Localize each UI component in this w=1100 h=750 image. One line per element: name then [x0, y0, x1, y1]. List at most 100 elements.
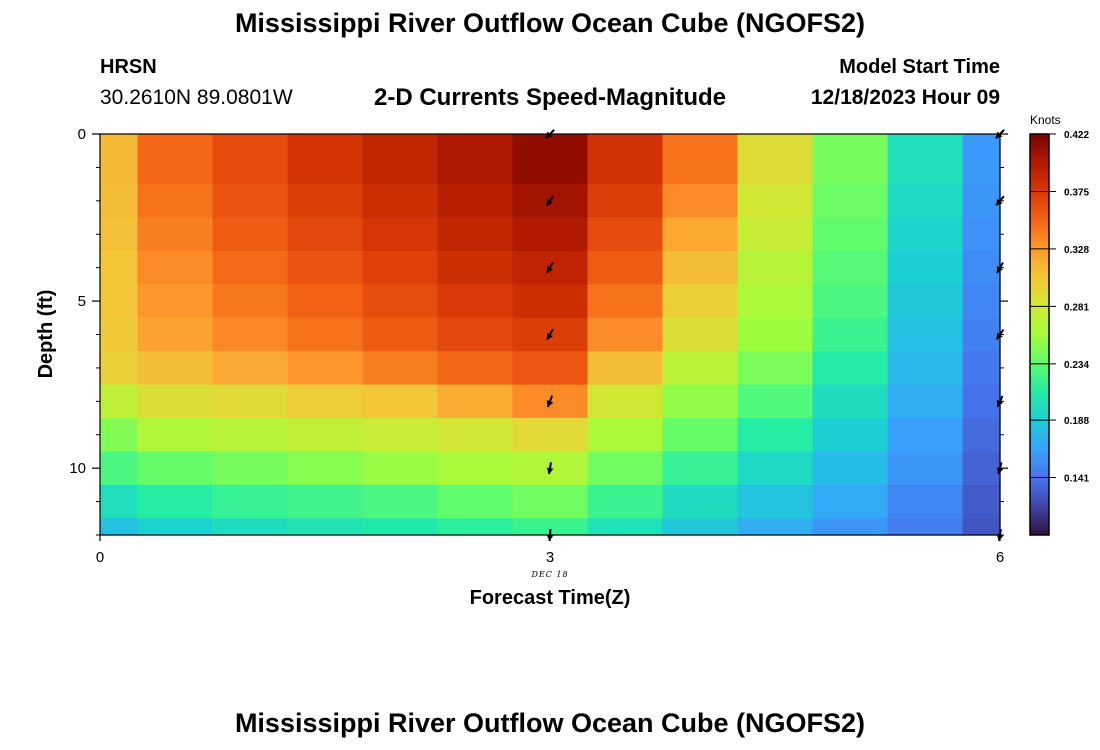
heatmap-cell: [887, 418, 964, 453]
colorbar-tick-label: 0.141: [1064, 474, 1089, 485]
colorbar: Knots 0.141 0.188 0.234 0.281 0.328 0.37…: [1029, 113, 1089, 536]
heatmap-cell: [100, 134, 139, 185]
heatmap-cell: [812, 217, 889, 252]
heatmap-cell: [287, 250, 364, 285]
heatmap-cell: [212, 451, 289, 486]
heatmap-cell: [662, 384, 739, 419]
heatmap-cell: [662, 317, 739, 352]
heatmap-cell: [212, 351, 289, 386]
heatmap-cell: [587, 451, 664, 486]
heatmap-cell: [212, 484, 289, 519]
heatmap-cell: [100, 518, 139, 536]
heatmap-cell: [287, 351, 364, 386]
heatmap-cell: [812, 518, 889, 536]
heatmap-cell: [362, 518, 439, 536]
colorbar-tick-label: 0.375: [1064, 187, 1089, 198]
station-coordinates: 30.2610N 89.0801W: [100, 86, 293, 109]
heatmap-cell: [887, 317, 964, 352]
heatmap-cell: [437, 250, 514, 285]
x-date-label: DEC 18: [530, 570, 568, 579]
heatmap-cell: [362, 217, 439, 252]
heatmap-cell: [737, 250, 814, 285]
heatmap-cell: [812, 284, 889, 319]
heatmap-cell: [812, 134, 889, 185]
heatmap-cell: [737, 451, 814, 486]
heatmap-cell: [587, 317, 664, 352]
heatmap-cell: [512, 484, 589, 519]
heatmap-cell: [212, 184, 289, 219]
heatmap-cell: [437, 217, 514, 252]
heatmap-cell: [512, 418, 589, 453]
heatmap-cell: [100, 484, 139, 519]
heatmap-cell: [437, 351, 514, 386]
heatmap-cell: [212, 518, 289, 536]
heatmap-cell: [887, 484, 964, 519]
heatmap-cell: [587, 134, 664, 185]
heatmap-cell: [662, 518, 739, 536]
heatmap-cell: [137, 384, 214, 419]
heatmap-cell: [587, 217, 664, 252]
heatmap-cell: [362, 451, 439, 486]
heatmap-cell: [437, 384, 514, 419]
heatmap-cell: [137, 451, 214, 486]
heatmap-cell: [662, 418, 739, 453]
heatmap-cell: [662, 134, 739, 185]
heatmap-cell: [137, 134, 214, 185]
heatmap-cell: [812, 317, 889, 352]
heatmap-cell: [662, 184, 739, 219]
heatmap-cell: [887, 451, 964, 486]
footer-title: Mississippi River Outflow Ocean Cube (NG…: [234, 708, 866, 738]
heatmap-cell: [100, 418, 139, 453]
x-axis-title: Forecast Time(Z): [470, 587, 631, 609]
heatmap-cell: [812, 384, 889, 419]
heatmap-cell: [362, 284, 439, 319]
current-arrow: [546, 328, 554, 341]
colorbar-tick-label: 0.281: [1064, 302, 1089, 313]
heatmap-cell: [887, 284, 964, 319]
heatmap-cell: [362, 351, 439, 386]
page-title: Mississippi River Outflow Ocean Cube (NG…: [234, 8, 866, 38]
heatmap-cell: [662, 451, 739, 486]
heatmap-cell: [212, 384, 289, 419]
heatmap-cell: [437, 317, 514, 352]
heatmap-cell: [437, 418, 514, 453]
model-start-label: Model Start Time: [839, 56, 1000, 78]
currents-heatmap-chart: 0 3 6 0 5 10 DEC 18 Forecast Time(Z) Dep…: [35, 113, 1089, 609]
heatmap-cell: [812, 250, 889, 285]
heatmap-cell: [662, 217, 739, 252]
heatmap-cell: [587, 184, 664, 219]
y-tick-label: 0: [78, 126, 86, 143]
heatmap-cell: [962, 351, 1001, 386]
heatmap-cell: [737, 317, 814, 352]
heatmap-cell: [737, 384, 814, 419]
y-tick-label: 10: [69, 460, 86, 477]
heatmap-cell: [587, 518, 664, 536]
heatmap-cells: [100, 134, 1001, 536]
heatmap-cell: [962, 217, 1001, 252]
heatmap-cell: [100, 384, 139, 419]
heatmap-cell: [362, 484, 439, 519]
x-tick-label: 0: [96, 549, 104, 566]
heatmap-cell: [962, 184, 1001, 219]
heatmap-cell: [212, 418, 289, 453]
heatmap-cell: [512, 284, 589, 319]
heatmap-cell: [137, 284, 214, 319]
colorbar-tick-label: 0.234: [1064, 360, 1089, 371]
heatmap-cell: [887, 217, 964, 252]
heatmap-cell: [287, 184, 364, 219]
heatmap-cell: [737, 351, 814, 386]
heatmap-cell: [437, 484, 514, 519]
heatmap-cell: [737, 518, 814, 536]
heatmap-cell: [137, 418, 214, 453]
heatmap-cell: [962, 317, 1001, 352]
heatmap-cell: [100, 250, 139, 285]
y-tick-label: 5: [78, 293, 86, 310]
heatmap-cell: [962, 134, 1001, 185]
current-arrow: [546, 262, 554, 274]
heatmap-cell: [512, 217, 589, 252]
heatmap-cell: [662, 351, 739, 386]
heatmap-cell: [137, 217, 214, 252]
colorbar-tick-label: 0.328: [1064, 245, 1089, 256]
heatmap-cell: [100, 317, 139, 352]
heatmap-cell: [100, 184, 139, 219]
